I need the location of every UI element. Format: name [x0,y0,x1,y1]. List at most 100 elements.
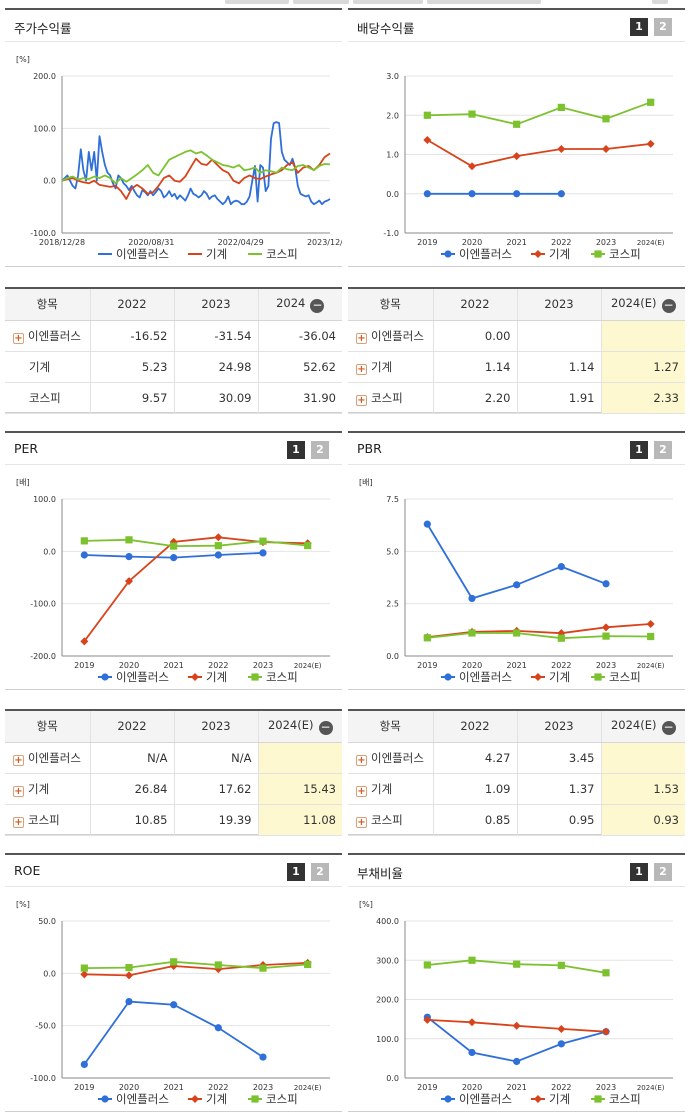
legend-label: 기계 [206,247,227,261]
table-row: 기계 5.23 24.98 52.62 [5,351,342,383]
dividend-chart-panel: 배당수익률 1 2 3.0 2.0 1.0 0.0 -1.0 2019 2020 2021 20… [348,8,685,267]
column-header: 2022 [89,711,174,743]
top-tab-fragment[interactable] [353,0,423,4]
data-point [602,969,610,977]
series-line [84,962,308,977]
legend-label: 코스피 [266,247,298,261]
view-1-button[interactable]: 1 [630,18,648,36]
row-label-text: 코스피 [371,390,403,405]
expand-icon[interactable]: + [356,785,367,797]
collapse-icon[interactable]: − [318,719,333,735]
x-tick-label: 2019 [417,661,437,670]
roe-chart-panel: ROE 1 2 [%] 50.0 0.0 -50.0 -100.0 2019 2020 202… [5,853,342,1112]
table-cell: 0.95 [516,804,601,836]
series-line [427,632,651,640]
row-label: + 이엔플러스 [5,742,90,774]
table-row: + 이엔플러스 0.00 [348,320,685,352]
table-cell: 1.27 [600,351,685,383]
expand-icon[interactable]: + [356,332,367,344]
table-cell: 1.14 [516,351,601,383]
dividend-table-panel: 항목 2022 2023 2024(E) − + 이엔플러스 0.00 + 기계 1.… [348,287,685,414]
row-label: + 이엔플러스 [5,320,90,352]
expand-icon[interactable]: + [356,394,367,406]
view-2-button[interactable]: 2 [654,441,672,459]
column-header: 2023 [173,289,258,321]
x-tick-label: 2022 [551,661,571,670]
view-2-button[interactable]: 2 [654,863,672,881]
chart-header: PBR 1 2 [348,433,685,465]
expand-icon[interactable]: + [13,754,24,766]
column-header: 2023 [516,289,601,321]
expand-icon[interactable]: + [356,816,367,828]
expand-icon[interactable]: + [356,363,367,375]
x-tick-label: 2022 [208,1083,228,1092]
data-point [557,1024,566,1033]
x-tick-label: 2019 [417,238,437,247]
expand-icon[interactable]: + [356,754,367,766]
legend-label: 코스피 [609,1092,641,1106]
view-1-button[interactable]: 1 [287,441,305,459]
y-tick-label: 200.0 [376,996,399,1005]
pbr-chart-panel: PBR 1 2 [배] 7.5 5.0 2.5 0.0 2019 2020 2021 2022 2… [348,431,685,690]
expand-icon[interactable]: + [13,785,24,797]
data-point [125,536,133,544]
table-row: + 기계 26.84 17.62 15.43 [5,773,342,805]
view-1-button[interactable]: 1 [630,863,648,881]
top-tab-fragment[interactable] [427,0,541,4]
data-point [513,629,521,637]
top-tab-fragment[interactable] [652,0,668,4]
legend-marker [251,1095,259,1103]
table-cell: 1.09 [432,773,517,805]
collapse-icon[interactable]: − [661,297,676,313]
view-2-button[interactable]: 2 [311,441,329,459]
row-label: + 이엔플러스 [348,320,433,352]
expand-icon[interactable]: + [13,816,24,828]
y-tick-label: 3.0 [386,72,399,81]
top-tab-fragment[interactable] [225,0,289,4]
x-tick-label: 2021 [506,661,526,670]
table-row: + 이엔플러스 N/A N/A [5,742,342,774]
chart-title: ROE [14,863,41,878]
view-1-button[interactable]: 1 [287,863,305,881]
row-label-text: 기계 [371,359,393,374]
legend-marker [101,1095,109,1103]
collapse-icon[interactable]: − [310,297,325,313]
y-tick-label: 100.0 [33,124,56,133]
debt-chart: [%]400.0 300.0 200.0 100.0 0.0 2019 2020 2021 20… [359,900,673,1106]
view-2-button[interactable]: 2 [311,863,329,881]
x-tick-label: 2023 [596,661,616,670]
table-cell: 9.57 [89,382,174,414]
legend-marker [191,1095,199,1103]
view-2-button[interactable]: 2 [654,18,672,36]
data-point [80,1060,88,1068]
x-tick-label: 2019 [417,1083,437,1092]
y-tick-label: 400.0 [376,917,399,926]
expand-icon[interactable]: + [13,332,24,344]
data-point [513,190,521,198]
x-tick-label: 2021 [506,238,526,247]
y-axis-unit: [배] [16,478,30,487]
dividend-chart: 3.0 2.0 1.0 0.0 -1.0 2019 2020 2021 2022 2023 2024… [383,72,673,261]
chart-header: PER 1 2 [5,433,342,465]
data-point [646,619,655,628]
row-label: + 이엔플러스 [348,742,433,774]
table-row: + 코스피 2.20 1.91 2.33 [348,382,685,414]
column-header-label: 2024(E) [610,295,657,310]
legend-label: 이엔플러스 [116,1092,169,1106]
top-tab-fragment[interactable] [293,0,349,4]
y-tick-label: 2.0 [386,111,399,120]
row-label: + 코스피 [5,804,90,836]
table-cell: 1.14 [432,351,517,383]
per-chart: [배]100.0 0.0 -100.0 -200.0 2019 2020 2021 2022 2… [16,478,330,684]
chart-title: 배당수익률 [357,21,415,36]
view-1-button[interactable]: 1 [630,441,648,459]
data-point [468,1018,476,1027]
data-point [557,190,565,198]
series-line [83,1000,264,1065]
y-tick-label: -100.0 [30,229,56,238]
collapse-icon[interactable]: − [661,719,676,735]
y-tick-label: 0.0 [386,1074,399,1083]
data-point [557,563,565,571]
y-axis-unit: [%] [16,900,30,909]
table-cell [600,742,685,774]
